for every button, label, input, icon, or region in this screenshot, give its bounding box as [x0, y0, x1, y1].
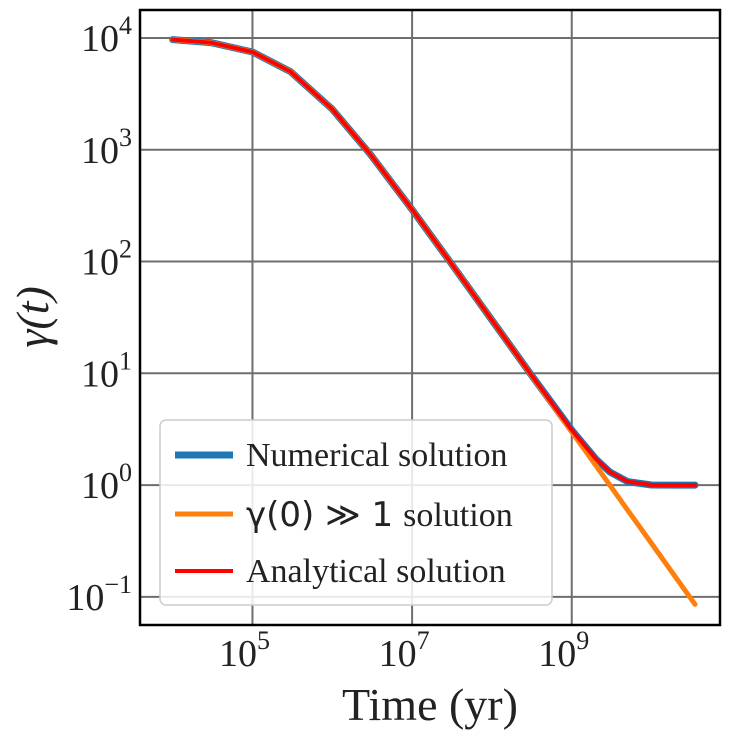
x-tick-label: 105 [219, 626, 270, 675]
y-tick-label: 101 [81, 346, 132, 395]
y-tick-label: 10−1 [66, 570, 132, 619]
x-axis-label: Time (yr) [342, 679, 518, 730]
y-tick-label: 102 [81, 235, 132, 284]
x-tick-labels: 105 107 109 [219, 626, 589, 675]
x-tick-label: 109 [538, 626, 589, 675]
y-tick-label: 103 [81, 123, 132, 172]
tick-exponent: −1 [104, 570, 132, 599]
tick-base: 10 [81, 18, 119, 60]
legend-label-numerical: Numerical solution [246, 437, 508, 474]
tick-exponent: 3 [119, 123, 132, 152]
legend-label-analytical: Analytical solution [246, 553, 506, 590]
series-lines [169, 36, 699, 607]
tick-exponent: 4 [119, 11, 132, 40]
plot-frame [138, 8, 722, 627]
y-axis-label: γ(t) [7, 286, 58, 348]
legend-label-large-gamma: γ(0) ≫ 1 solution [246, 495, 513, 535]
tick-exponent: 9 [576, 626, 589, 655]
tick-base: 10 [219, 633, 257, 675]
y-tick-label: 100 [81, 458, 132, 507]
tick-base: 10 [81, 130, 119, 172]
tick-exponent: 2 [119, 235, 132, 264]
tick-base: 10 [81, 242, 119, 284]
tick-base: 10 [81, 465, 119, 507]
legend-box [159, 419, 553, 606]
tick-exponent: 1 [119, 346, 132, 375]
analytical-solution-line [170, 37, 697, 488]
tick-base: 10 [379, 633, 417, 675]
legend-math: γ(0) ≫ 1 [246, 495, 393, 535]
x-tick-label: 107 [379, 626, 430, 675]
tick-exponent: 0 [119, 458, 132, 487]
y-tick-label: 104 [81, 11, 132, 60]
legend: Numerical solution γ(0) ≫ 1 solution Anal… [159, 419, 553, 606]
tick-base: 10 [538, 633, 576, 675]
legend-math-suffix: solution [403, 497, 513, 534]
tick-base: 10 [66, 577, 104, 619]
tick-exponent: 7 [417, 626, 430, 655]
tick-exponent: 5 [257, 626, 270, 655]
tick-base: 10 [81, 353, 119, 395]
